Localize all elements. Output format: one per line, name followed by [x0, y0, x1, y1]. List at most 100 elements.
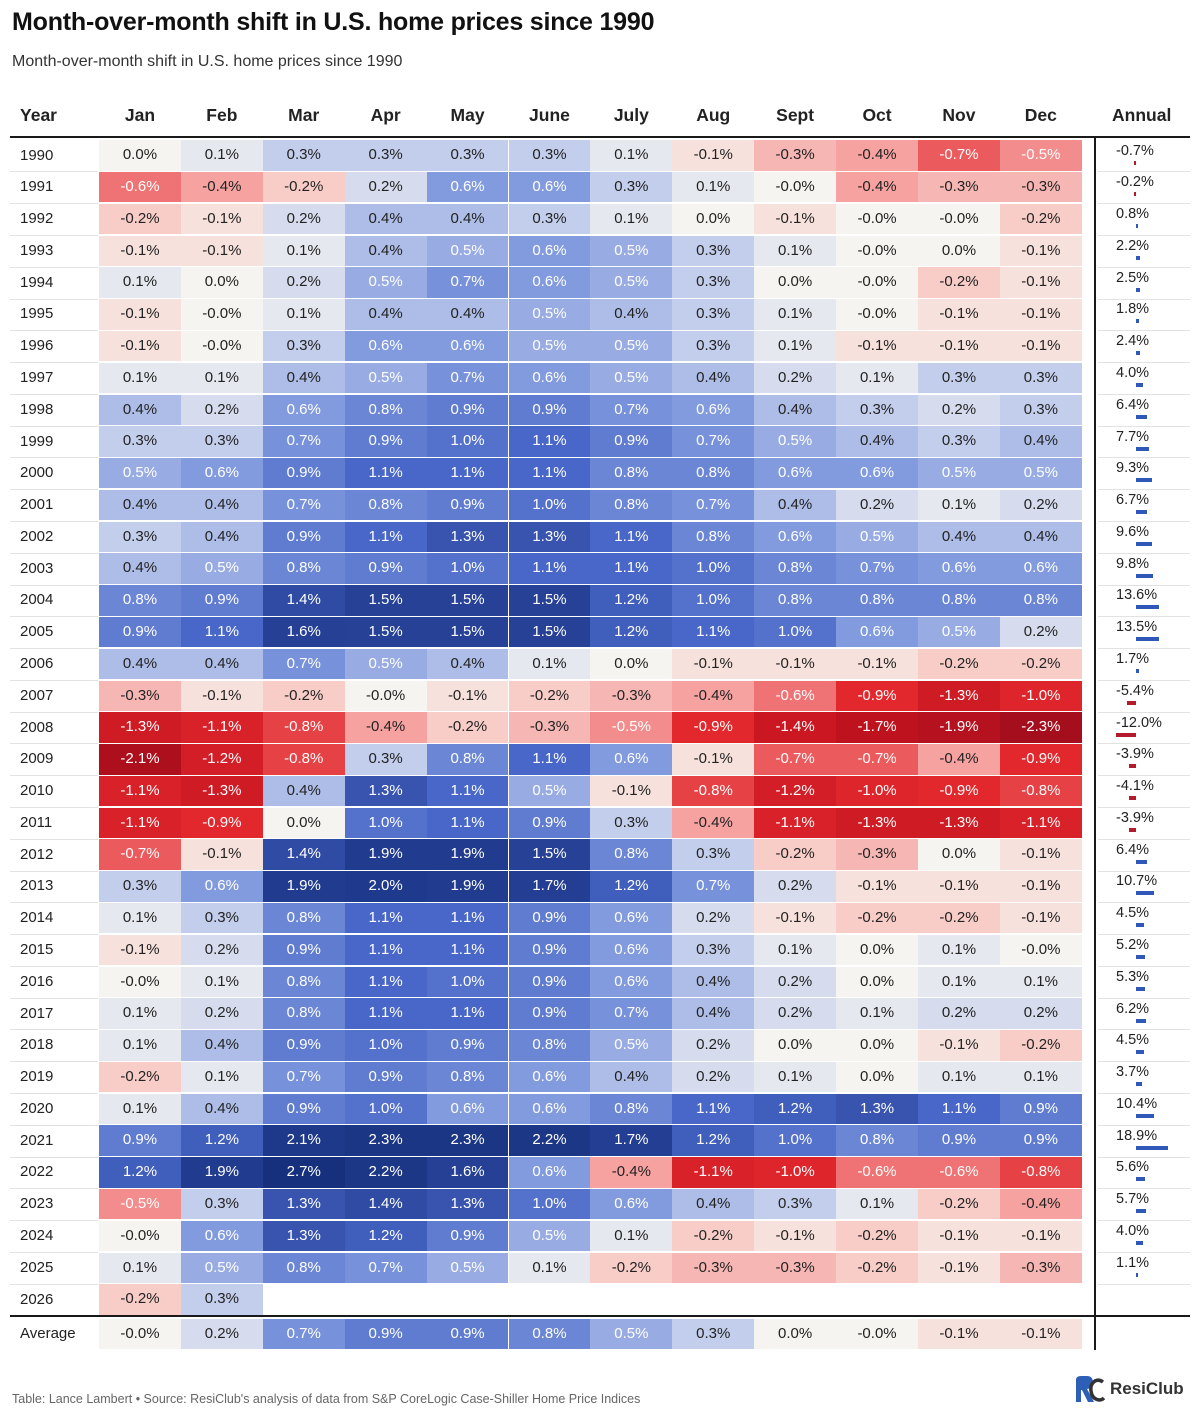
heatmap-cell: 0.7% [426, 267, 509, 298]
annual-value: 0.8% [1116, 206, 1150, 223]
heatmap-cell: 0.4% [99, 648, 181, 680]
row-separator [10, 965, 98, 967]
annual-value: 2.4% [1116, 333, 1150, 350]
heatmap-cell: -0.7% [99, 839, 181, 870]
heatmap-cell: 1.4% [344, 1189, 427, 1220]
row-separator [10, 997, 98, 999]
annual-bar [1136, 1209, 1146, 1214]
heatmap-cell: 0.9% [508, 807, 591, 839]
heatmap-cell: 0.7% [672, 489, 755, 521]
heatmap-cell: 1.1% [344, 966, 427, 997]
heatmap-cell: 0.1% [99, 362, 181, 394]
heatmap-cell: 0.7% [262, 648, 345, 680]
annual-bar [1129, 796, 1136, 801]
heatmap-cell: -0.0% [344, 680, 427, 711]
heatmap-cell: -0.1% [999, 235, 1082, 267]
heatmap-cell: 1.4% [262, 839, 345, 870]
heatmap-cell: 0.5% [344, 267, 427, 298]
annual-value: -3.9% [1116, 746, 1154, 763]
annual-value: 9.6% [1116, 523, 1150, 540]
heatmap-cell: -0.1% [754, 903, 837, 934]
year-label: 2009 [20, 750, 54, 768]
heatmap-cell: -0.0% [180, 299, 263, 330]
heatmap-cell: 1.1% [590, 521, 673, 553]
average-cell: 0.0% [754, 1318, 837, 1350]
heatmap-cell: 0.6% [344, 330, 427, 362]
heatmap-cell: 0.3% [754, 1189, 837, 1220]
row-separator [1098, 934, 1190, 936]
heatmap-cell: -0.4% [999, 1189, 1082, 1220]
heatmap-cell: 0.3% [344, 140, 427, 171]
heatmap-cell: -0.8% [999, 1157, 1082, 1188]
average-cell: 0.7% [262, 1318, 345, 1350]
year-label: 2001 [20, 496, 54, 514]
heatmap-cell: 0.2% [180, 998, 263, 1029]
heatmap-cell: 0.1% [672, 172, 755, 203]
heatmap-cell: -1.3% [918, 807, 1000, 839]
year-label: 2021 [20, 1131, 54, 1149]
heatmap-cell: 0.7% [262, 489, 345, 521]
heatmap-cell: 0.9% [508, 903, 591, 934]
heatmap-cell: -1.3% [918, 680, 1000, 711]
heatmap-cell: 0.0% [590, 648, 673, 680]
heatmap-cell: -0.9% [672, 712, 755, 743]
heatmap-cell: 0.4% [180, 1030, 263, 1061]
heatmap-cell: 0.1% [99, 1030, 181, 1061]
heatmap-cell: 2.7% [262, 1157, 345, 1188]
heatmap-cell: -0.4% [672, 680, 755, 711]
heatmap-cell: 0.1% [99, 267, 181, 298]
heatmap-cell: 1.1% [344, 903, 427, 934]
heatmap-cell: 1.0% [754, 617, 837, 648]
heatmap-cell: 0.5% [180, 553, 263, 584]
heatmap-cell: 1.1% [426, 934, 509, 966]
heatmap-cell: 0.6% [180, 871, 263, 902]
heatmap-cell: 1.2% [180, 1125, 263, 1156]
average-cell: -0.1% [999, 1318, 1082, 1350]
column-header-dec: Dec [1024, 105, 1057, 125]
heatmap-cell: 0.4% [918, 521, 1000, 553]
annual-bar [1134, 160, 1136, 165]
annual-value: 5.3% [1116, 968, 1150, 985]
heatmap-cell: -0.1% [99, 330, 181, 362]
annual-bar [1129, 827, 1136, 832]
heatmap-cell: 0.6% [590, 966, 673, 997]
heatmap-cell: 0.3% [180, 426, 263, 457]
heatmap-cell: 0.1% [999, 1061, 1082, 1093]
heatmap-cell: -0.3% [99, 680, 181, 711]
year-label: 2025 [20, 1258, 54, 1276]
heatmap-cell: 1.0% [344, 1030, 427, 1061]
row-separator [1098, 1220, 1190, 1222]
heatmap-cell: -0.6% [918, 1157, 1000, 1188]
year-label: 2017 [20, 1004, 54, 1022]
heatmap-cell: 0.5% [590, 267, 673, 298]
heatmap-cell: 0.4% [180, 489, 263, 521]
row-separator [1098, 679, 1190, 681]
heatmap-cell: 0.1% [754, 235, 837, 267]
heatmap-cell: -1.2% [754, 775, 837, 807]
row-separator [10, 298, 98, 300]
resiclub-logo-icon [1076, 1376, 1106, 1402]
row-separator [1098, 171, 1190, 173]
heatmap-cell: 1.3% [508, 521, 591, 553]
heatmap-cell: 1.2% [590, 617, 673, 648]
row-separator [1098, 330, 1190, 332]
heatmap-cell: 0.8% [754, 553, 837, 584]
annual-bar [1136, 541, 1153, 546]
row-separator [10, 330, 98, 332]
annual-value: -0.2% [1116, 174, 1154, 191]
row-separator [10, 425, 98, 427]
row-separator [1098, 711, 1190, 713]
heatmap-cell: -1.4% [754, 712, 837, 743]
heatmap-cell: 0.4% [672, 966, 755, 997]
heatmap-cell: 0.2% [836, 489, 918, 521]
heatmap-cell: -0.1% [180, 839, 263, 870]
year-label: 2024 [20, 1227, 54, 1245]
annual-value: 7.7% [1116, 428, 1150, 445]
heatmap-cell: -1.1% [99, 775, 181, 807]
heatmap-cell: 0.8% [262, 903, 345, 934]
heatmap-cell: 0.6% [590, 744, 673, 775]
heatmap-cell: 1.3% [344, 775, 427, 807]
heatmap-cell: 0.3% [672, 299, 755, 330]
heatmap-cell: 0.5% [590, 235, 673, 267]
heatmap-cell: -0.1% [672, 140, 755, 171]
